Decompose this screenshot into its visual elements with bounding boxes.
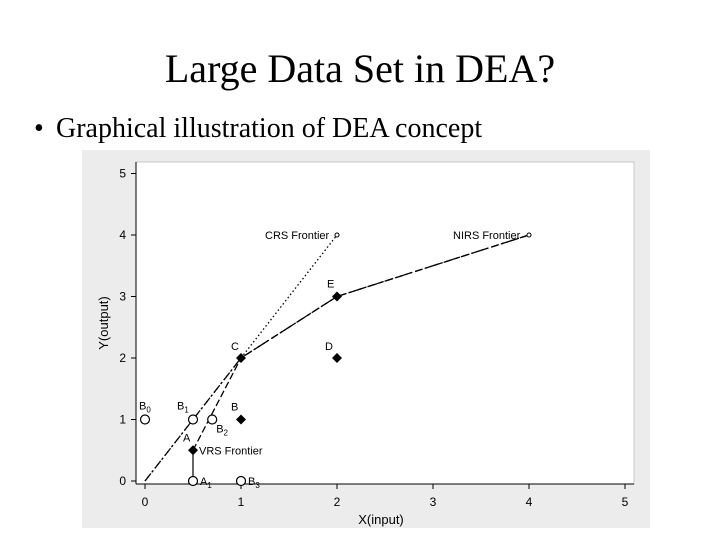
point-label: B <box>231 402 238 414</box>
y-tick-label: 0 <box>119 474 126 488</box>
chart-panel: 0 1 2 3 4 5 0 1 2 3 4 5 X(input) Y(output) A C E D B B0 B1 B2… <box>82 150 650 528</box>
bullet-text: Graphical illustration of DEA concept <box>56 113 483 144</box>
point-label: A <box>183 432 191 444</box>
y-axis-label: Y(output) <box>96 296 111 349</box>
hollow-point <box>235 475 247 487</box>
frontier-line <box>192 234 530 451</box>
filled-point <box>236 414 246 425</box>
x-tick-label: 0 <box>142 495 149 509</box>
hollow-point <box>187 475 199 487</box>
point-label: B0 <box>139 401 151 415</box>
point-label: B2 <box>216 424 228 438</box>
hollow-point <box>187 414 199 425</box>
bullet-symbol: • <box>34 113 44 144</box>
point-label: A1 <box>200 476 212 490</box>
slide-title: Large Data Set in DEA? <box>164 46 556 91</box>
frontier-end-marker <box>526 232 532 238</box>
filled-point <box>188 445 198 456</box>
filled-point <box>332 353 342 363</box>
x-tick-label: 4 <box>526 495 533 509</box>
y-tick-label: 3 <box>119 290 126 304</box>
x-axis-label: X(input) <box>358 512 404 527</box>
x-tick-label: 5 <box>622 495 629 509</box>
y-tick-label: 5 <box>119 167 126 181</box>
point-label: B3 <box>248 476 260 490</box>
plot-area <box>135 161 635 485</box>
hollow-point <box>207 414 218 425</box>
point-label: B1 <box>177 401 189 415</box>
point-label: C <box>231 341 239 353</box>
y-tick-label: 2 <box>119 351 126 365</box>
y-tick-label: 4 <box>119 228 126 242</box>
hollow-point <box>139 414 151 425</box>
point-label: E <box>327 279 334 291</box>
x-tick-label: 2 <box>334 495 341 509</box>
dea-chart: 0 1 2 3 4 5 0 1 2 3 4 5 X(input) Y(output) A C E D B B0 B1 B2… <box>96 161 635 527</box>
frontier-end-marker <box>334 232 340 238</box>
filled-point <box>236 353 246 363</box>
y-tick-label: 1 <box>119 413 126 427</box>
bullet-item: • Graphical illustration of DEA concept <box>34 112 482 146</box>
frontier-annotation: VRS Frontier <box>199 445 263 457</box>
frontier-annotation: NIRS Frontier <box>453 230 521 242</box>
point-label: D <box>325 341 333 353</box>
frontier-annotation: CRS Frontier <box>265 230 330 242</box>
filled-point <box>332 291 342 302</box>
x-tick-label: 1 <box>238 495 245 509</box>
x-tick-label: 3 <box>430 495 437 509</box>
